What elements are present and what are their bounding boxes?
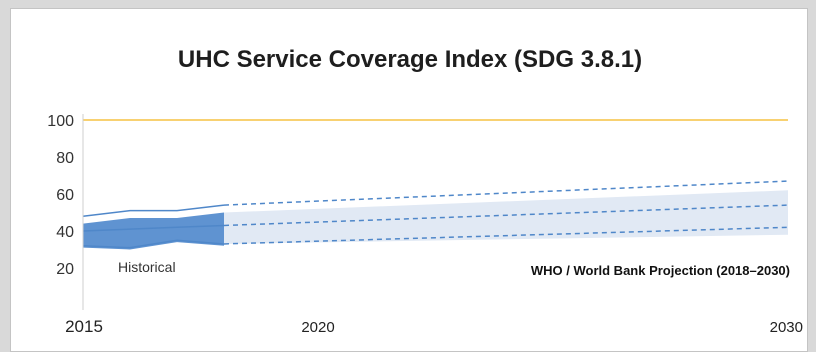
historical-lower-line [82, 239, 225, 249]
projection-label: WHO / World Bank Projection (2018–2030) [531, 263, 790, 278]
x-tick-label: 2030 [770, 319, 803, 336]
y-tick-label: 100 [47, 113, 74, 130]
projection-band [224, 190, 788, 244]
historical-upper-line [82, 204, 225, 217]
historical-median-line [82, 224, 225, 232]
historical-band [83, 212, 224, 250]
x-tick-label: 2020 [301, 319, 334, 336]
chart-title: UHC Service Coverage Index (SDG 3.8.1) [177, 46, 643, 73]
y-tick-label: 80 [56, 150, 74, 167]
y-tick-label: 20 [56, 261, 74, 278]
y-tick-label: 40 [56, 224, 74, 241]
projection-median-line [223, 204, 789, 227]
y-tick-label: 60 [56, 187, 74, 204]
chart-frame: UHC Service Coverage Index (SDG 3.8.1) [10, 8, 808, 352]
x-tick-label: 2015 [65, 317, 103, 336]
projection-upper-line [223, 180, 789, 206]
projection-lower-line [223, 226, 789, 245]
historical-label: Historical [118, 259, 176, 275]
